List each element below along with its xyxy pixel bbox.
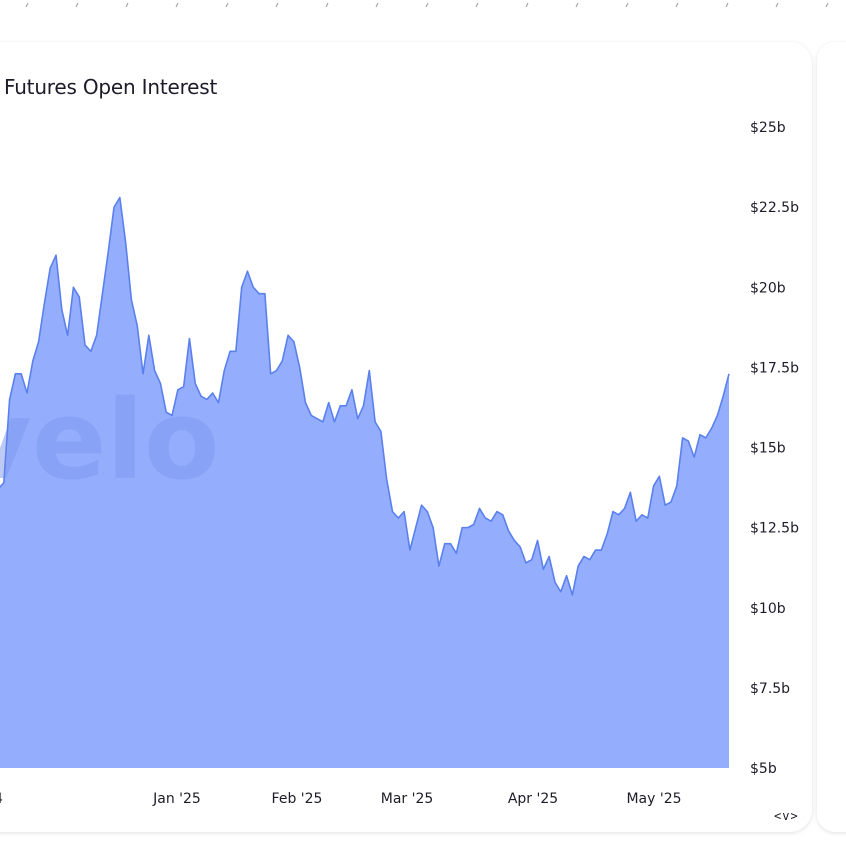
y-tick-label: $15b	[750, 441, 786, 457]
y-tick-label: $25b	[750, 120, 786, 136]
y-tick-label: $22.5b	[750, 200, 799, 216]
y-tick-label: $5b	[750, 761, 777, 777]
y-tick-label: $12.5b	[750, 521, 799, 537]
watermark-overlay: velo	[0, 376, 220, 504]
top-tick-marks	[0, 0, 846, 12]
y-tick-label: $7.5b	[750, 681, 790, 697]
x-axis: 4 Jan '25 Feb '25 Mar '25 Apr '25 May '25	[0, 791, 682, 807]
chart-nav-controls[interactable]: <v>	[774, 809, 799, 823]
y-tick-label: $10b	[750, 601, 786, 617]
tick-marks-svg	[25, 2, 829, 8]
side-panel-card	[817, 42, 846, 832]
x-tick-label-clipped: 4	[0, 791, 3, 807]
y-tick-label: $17.5b	[750, 360, 799, 376]
watermark-logo-overlay: velo	[0, 376, 220, 504]
x-tick-label: May '25	[626, 791, 681, 807]
x-tick-label: Feb '25	[272, 791, 323, 807]
x-tick-label: Mar '25	[381, 791, 434, 807]
x-tick-label: Jan '25	[152, 791, 201, 807]
y-tick-label: $20b	[750, 280, 786, 296]
x-tick-label: Apr '25	[508, 791, 558, 807]
chart-title: Futures Open Interest	[4, 75, 218, 99]
series-line	[0, 196, 730, 596]
series-area	[0, 197, 729, 768]
y-axis: $5b $7.5b $10b $12.5b $15b $17.5b $20b $22.5b $2…	[750, 120, 799, 777]
